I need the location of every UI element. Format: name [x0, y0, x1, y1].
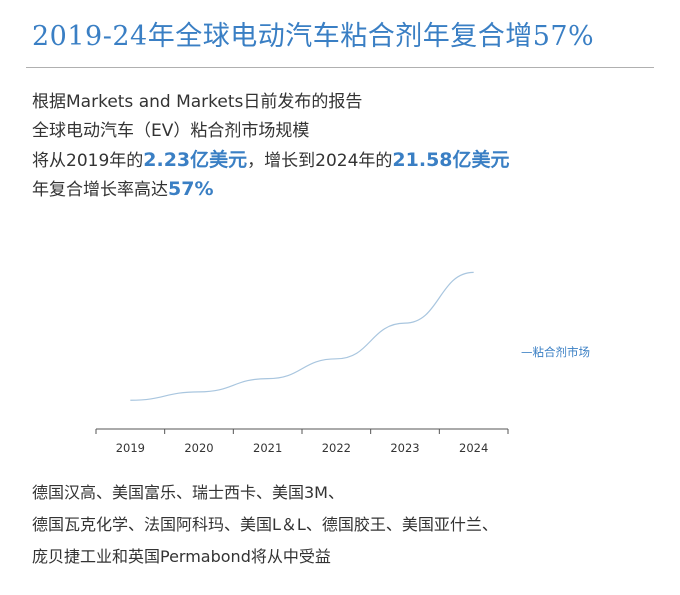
intro-line-2: 全球电动汽车（EV）粘合剂市场规模: [32, 121, 310, 141]
title-divider: [26, 67, 654, 68]
cagr-value: 57%: [168, 178, 214, 200]
beneficiaries-line-2: 德国瓦克化学、法国阿科玛、美国L＆L、德国胶王、美国亚什兰、: [32, 515, 498, 534]
intro-text: 根据Markets and Markets日前发布的报告 全球电动汽车（EV）粘…: [32, 88, 510, 204]
intro-line-3-mid: ，增长到2024年的: [247, 151, 393, 171]
beneficiaries-line-1: 德国汉高、美国富乐、瑞士西卡、美国3M、: [32, 483, 344, 502]
intro-line-3: 将从2019年的2.23亿美元，增长到2024年的21.58亿美元: [32, 146, 510, 175]
market-line-chart: 2019 2020 2021 2022 2023 2024 —粘合剂市场: [95, 271, 590, 455]
x-tick-label: 2023: [390, 441, 419, 455]
value-2019: 2.23亿美元: [143, 149, 248, 171]
x-tick-label: 2024: [459, 441, 488, 455]
intro-line-1: 根据Markets and Markets日前发布的报告: [32, 92, 363, 112]
x-tick-label: 2019: [116, 441, 145, 455]
series-line-adhesive-market: [130, 271, 474, 401]
legend-label: —粘合剂市场: [521, 345, 590, 359]
value-2024: 21.58亿美元: [392, 149, 510, 171]
x-tick-label: 2020: [184, 441, 213, 455]
x-tick-label: 2021: [253, 441, 282, 455]
intro-line-4-prefix: 年复合增长率高达: [32, 180, 168, 200]
intro-line-3-prefix: 将从2019年的: [32, 151, 144, 171]
intro-line-4: 年复合增长率高达57%: [32, 175, 510, 204]
page-title: 2019-24年全球电动汽车粘合剂年复合增57%: [32, 21, 595, 52]
x-tick-label: 2022: [322, 441, 351, 455]
beneficiaries-text: 德国汉高、美国富乐、瑞士西卡、美国3M、 德国瓦克化学、法国阿科玛、美国L＆L、…: [32, 477, 498, 573]
beneficiaries-line-3: 庞贝捷工业和英国Permabond将从中受益: [32, 547, 331, 566]
